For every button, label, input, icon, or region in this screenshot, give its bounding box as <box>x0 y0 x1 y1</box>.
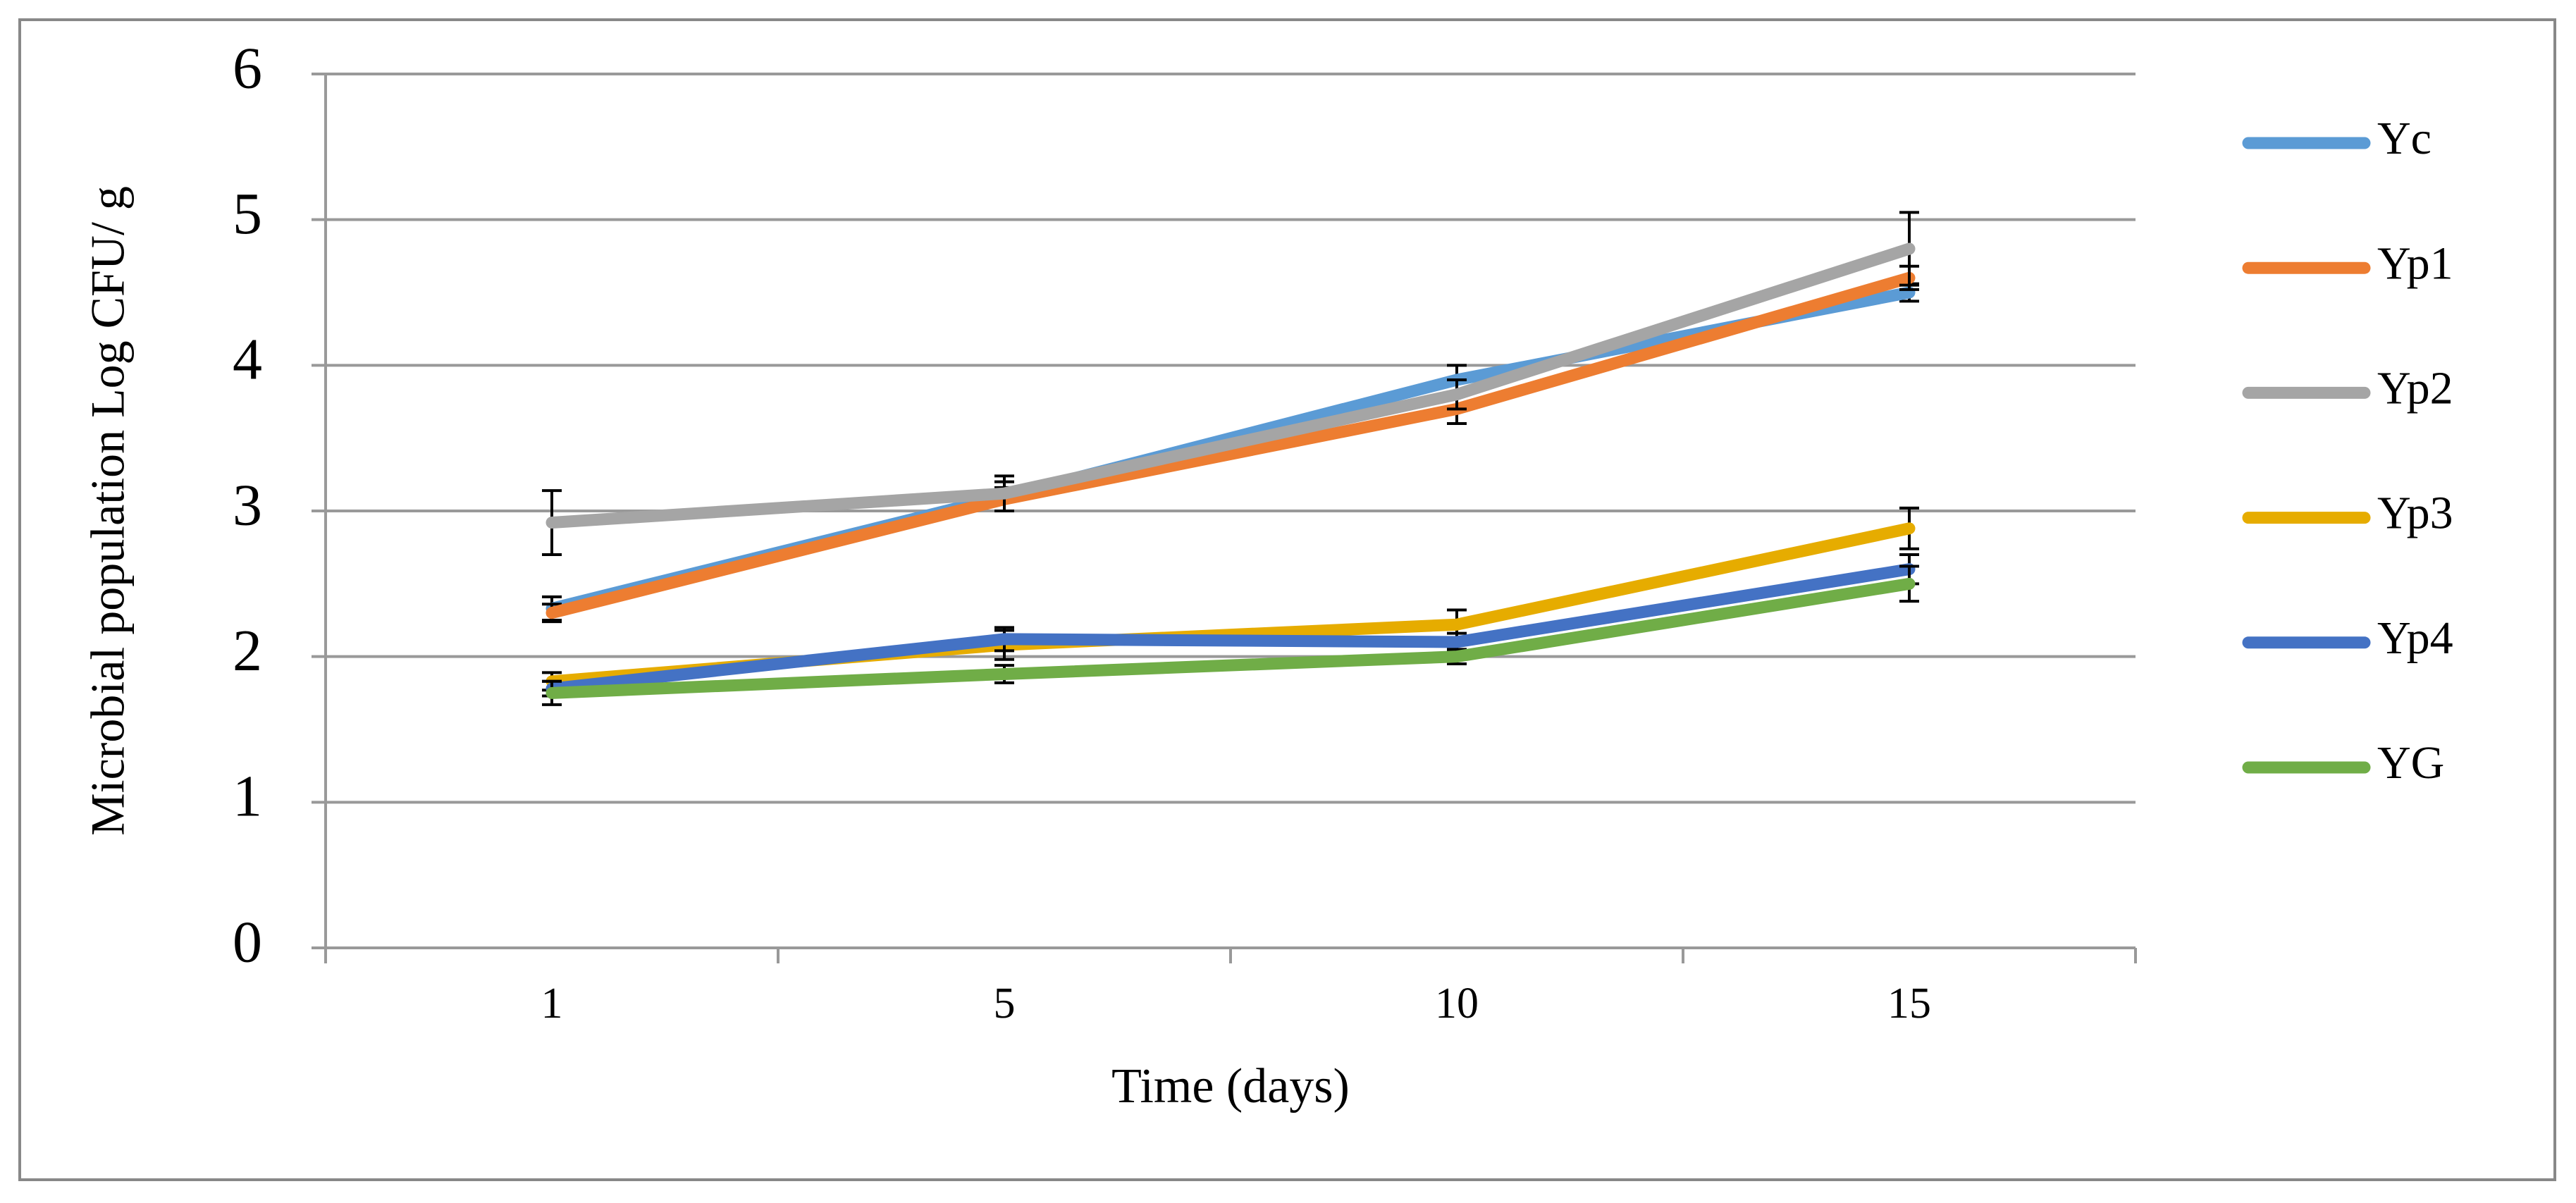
y-axis-title: Microbial population Log CFU/ g <box>81 186 135 836</box>
legend-label: Yp4 <box>2377 612 2453 664</box>
legend-label: Yc <box>2377 113 2432 164</box>
legend-label: YG <box>2377 737 2444 789</box>
x-tick-label: 5 <box>994 980 1016 1028</box>
series-line <box>546 577 1916 699</box>
series-line <box>546 271 1916 619</box>
x-tick-label: 10 <box>1435 980 1479 1028</box>
y-tick-label: 2 <box>233 618 262 684</box>
y-tick-label: 4 <box>233 327 262 393</box>
x-tick-label: 1 <box>541 980 563 1028</box>
y-tick-label: 0 <box>233 909 262 975</box>
x-tick-label: 15 <box>1887 980 1931 1028</box>
y-tick-label: 1 <box>233 764 262 829</box>
legend-label: Yp2 <box>2377 363 2453 414</box>
series-line <box>546 563 1916 695</box>
legend-label: Yp1 <box>2377 237 2453 289</box>
legend-label: Yp3 <box>2377 488 2453 539</box>
y-tick-label: 6 <box>233 35 262 101</box>
y-tick-label: 3 <box>233 472 262 538</box>
x-axis-title: Time (days) <box>1111 1059 1350 1113</box>
chart-border <box>18 18 2556 1181</box>
series-line <box>546 242 1916 529</box>
y-tick-label: 5 <box>233 181 262 247</box>
